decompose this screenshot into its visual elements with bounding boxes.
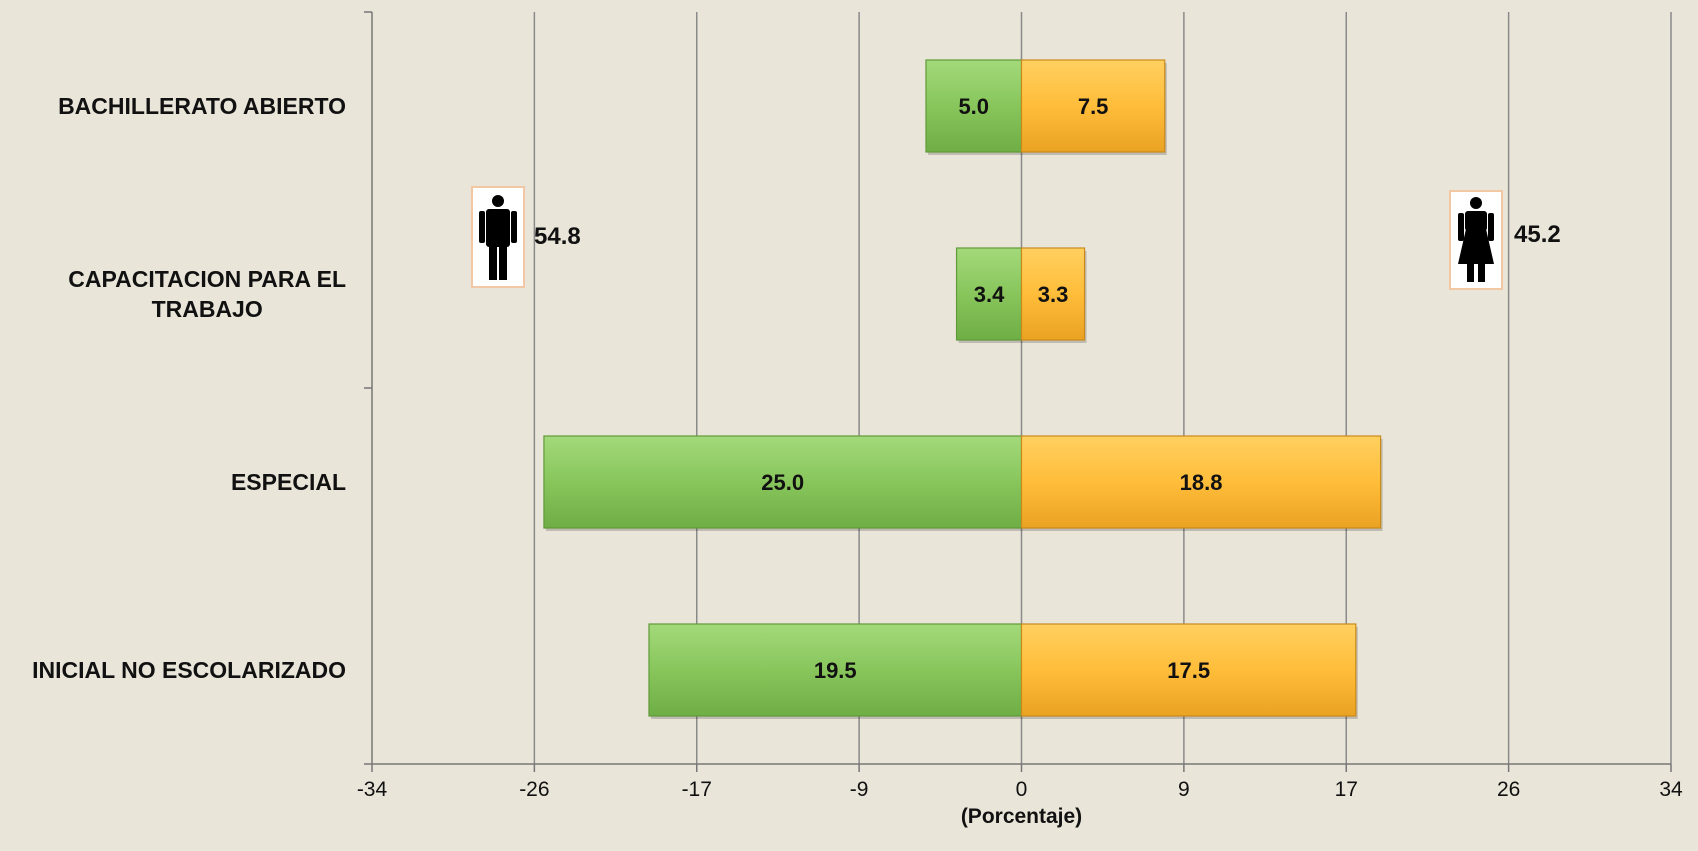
bar-value-label: 5.0 (958, 94, 989, 119)
category-label: BACHILLERATO ABIERTO (58, 93, 346, 119)
x-tick-label: 26 (1497, 778, 1520, 801)
x-tick-label: 34 (1659, 778, 1683, 801)
x-tick-label: 17 (1335, 778, 1358, 801)
x-tick-label: -26 (519, 778, 549, 801)
bar-value-label: 18.8 (1180, 470, 1223, 495)
woman-icon (1458, 197, 1494, 282)
bar-value-label: 3.4 (974, 282, 1005, 307)
x-tick-label: -34 (357, 778, 388, 801)
man-icon (479, 195, 517, 280)
x-tick-label: 9 (1178, 778, 1190, 801)
category-label: INICIAL NO ESCOLARIZADO (32, 657, 346, 683)
bar-right (1020, 623, 1357, 717)
bar-value-label: 17.5 (1167, 658, 1210, 683)
man-annotation: 54.8 (471, 186, 581, 288)
woman-percentage: 45.2 (1514, 221, 1561, 248)
axes (364, 11, 1672, 772)
man-percentage: 54.8 (534, 223, 581, 250)
category-label: ESPECIAL (231, 469, 346, 495)
x-tick-label: -9 (850, 778, 869, 801)
bar-left (543, 435, 1023, 529)
category-labels: BACHILLERATO ABIERTO CAPACITACION PARA EL… (32, 93, 346, 683)
x-tick-labels: -34 -26 -17 -9 0 9 17 26 34 (357, 778, 1683, 801)
bar-value-label: 25.0 (761, 470, 804, 495)
bars: 5.0 7.5 3.4 3.3 25.0 18.8 19.5 17.5 (543, 59, 1383, 719)
bar-right (1020, 435, 1382, 529)
bar-value-label: 7.5 (1078, 94, 1109, 119)
bar-value-label: 19.5 (814, 658, 857, 683)
bar-value-label: 3.3 (1038, 282, 1069, 307)
category-label: CAPACITACION PARA EL TRABAJO (68, 266, 346, 322)
bar-left (648, 623, 1023, 717)
bar-left (925, 59, 1023, 153)
x-axis-title: (Porcentaje) (961, 805, 1082, 828)
woman-annotation: 45.2 (1449, 190, 1561, 290)
bar-left (955, 247, 1023, 341)
x-tick-label: 0 (1016, 778, 1028, 801)
bar-right (1020, 59, 1166, 153)
x-tick-label: -17 (682, 778, 712, 801)
bar-right (1020, 247, 1086, 341)
